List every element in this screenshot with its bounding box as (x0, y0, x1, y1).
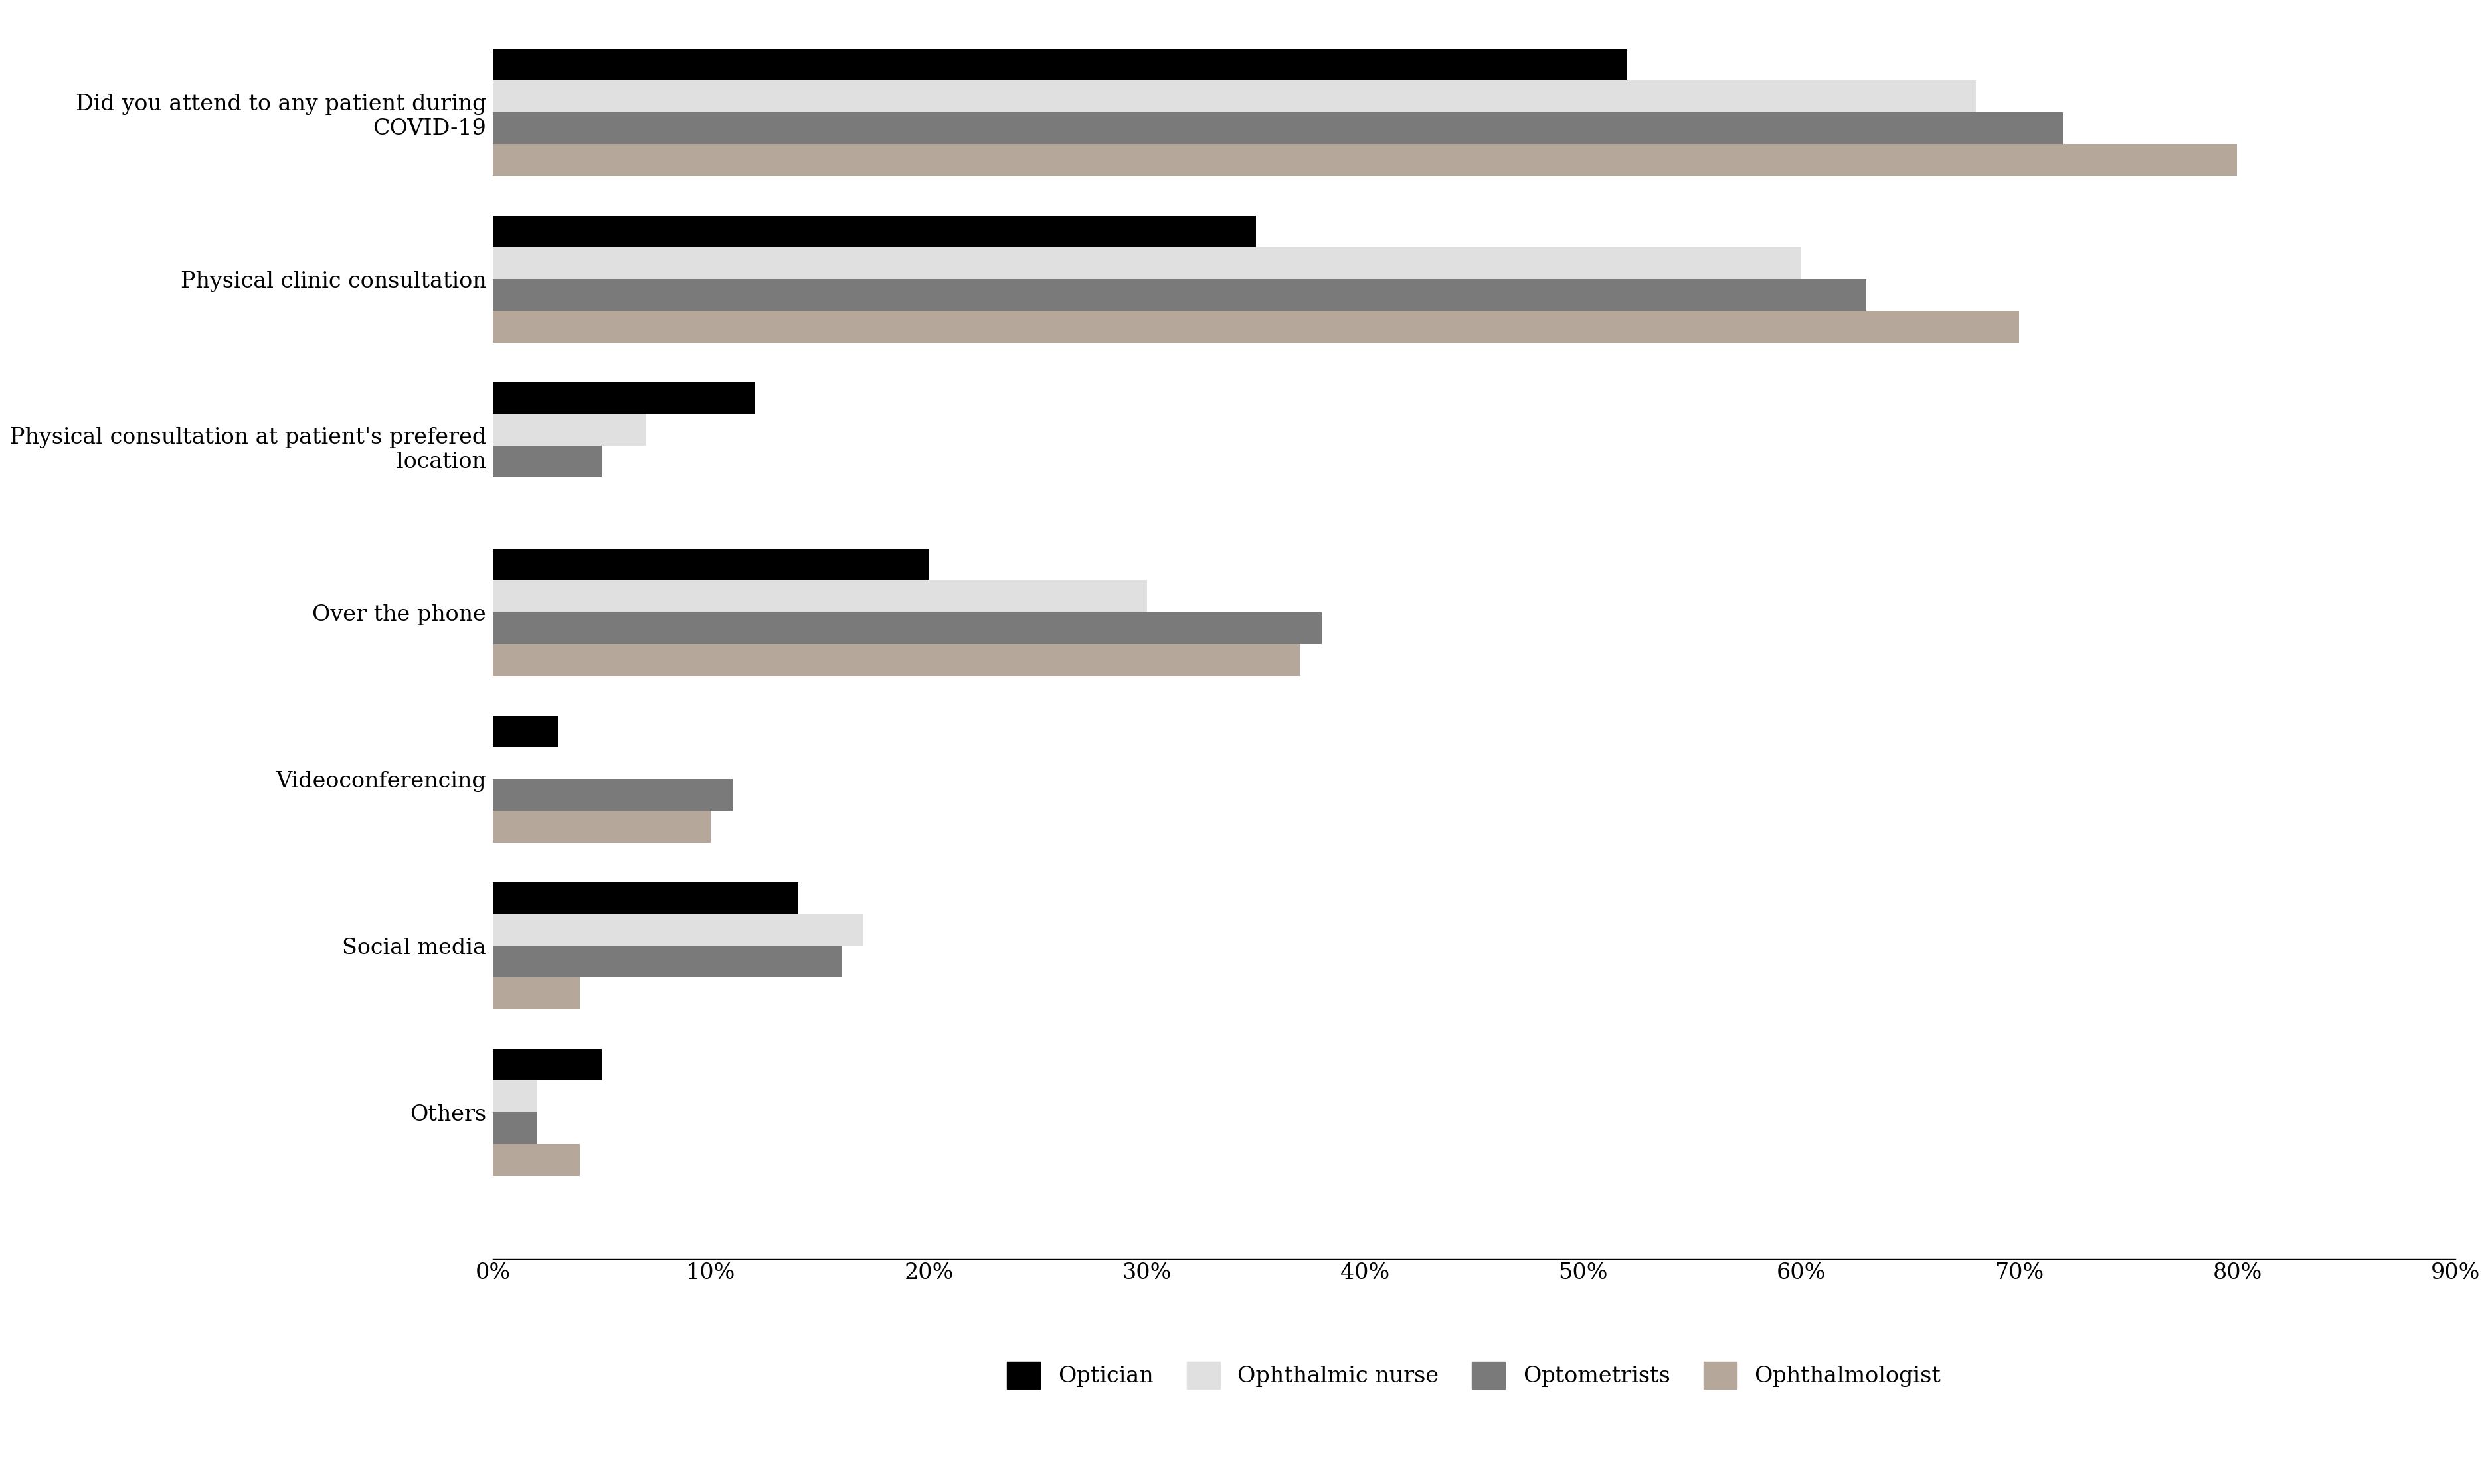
Bar (493, 810, 710, 843)
Bar (493, 644, 1300, 675)
Bar (493, 1049, 603, 1080)
Bar (493, 883, 799, 914)
Bar (493, 613, 1322, 644)
Bar (493, 310, 2019, 343)
Bar (493, 248, 1800, 279)
Legend: Optician, Ophthalmic nurse, Optometrists, Ophthalmologist: Optician, Ophthalmic nurse, Optometrists… (998, 1353, 1950, 1398)
Bar (493, 779, 732, 810)
Bar (493, 1144, 580, 1175)
Bar (493, 1113, 535, 1144)
Bar (493, 1080, 535, 1113)
Bar (493, 580, 1148, 613)
Bar (493, 113, 2062, 144)
Bar (493, 945, 842, 978)
Bar (493, 549, 929, 580)
Bar (493, 144, 2239, 175)
Bar (493, 279, 1868, 310)
Bar (493, 215, 1255, 248)
Bar (493, 978, 580, 1009)
Bar (493, 414, 645, 445)
Bar (493, 49, 1626, 80)
Bar (493, 80, 1975, 113)
Bar (493, 914, 864, 945)
Bar (493, 383, 754, 414)
Bar (493, 715, 558, 748)
Bar (493, 445, 603, 478)
